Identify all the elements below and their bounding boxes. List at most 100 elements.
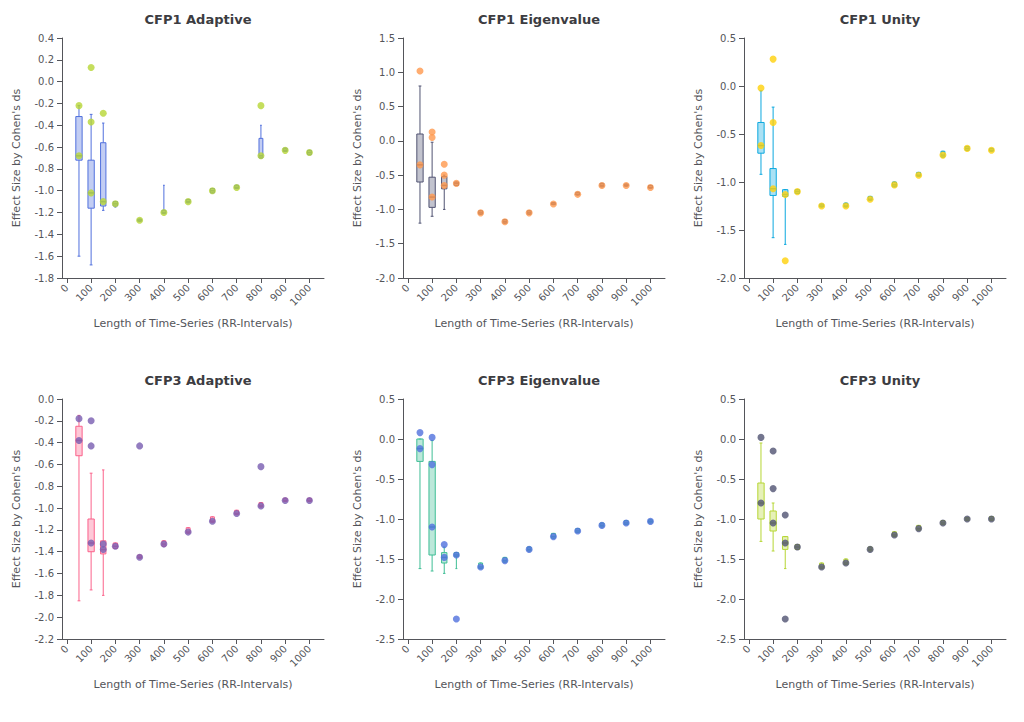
svg-text:800: 800 — [244, 282, 265, 303]
svg-text:-2.0: -2.0 — [716, 273, 736, 284]
svg-text:900: 900 — [950, 282, 971, 303]
svg-text:-2.0: -2.0 — [375, 273, 395, 284]
svg-text:300: 300 — [122, 282, 143, 303]
svg-text:0: 0 — [58, 282, 70, 294]
svg-text:Length of Time-Series (RR-Inte: Length of Time-Series (RR-Intervals) — [435, 317, 634, 330]
svg-text:0.5: 0.5 — [379, 101, 395, 112]
svg-text:600: 600 — [536, 643, 557, 664]
svg-text:400: 400 — [829, 282, 850, 303]
svg-text:400: 400 — [829, 643, 850, 664]
svg-text:300: 300 — [463, 282, 484, 303]
svg-text:-2.5: -2.5 — [375, 634, 395, 645]
svg-text:Effect Size by Cohen's ds: Effect Size by Cohen's ds — [10, 89, 23, 228]
svg-text:200: 200 — [98, 282, 119, 303]
svg-text:800: 800 — [585, 282, 606, 303]
svg-text:0.2: 0.2 — [38, 54, 54, 65]
svg-text:0: 0 — [740, 282, 752, 294]
svg-text:800: 800 — [585, 643, 606, 664]
svg-text:200: 200 — [780, 282, 801, 303]
svg-text:Effect Size by Cohen's ds: Effect Size by Cohen's ds — [692, 450, 705, 589]
svg-text:-1.0: -1.0 — [375, 204, 395, 215]
svg-text:500: 500 — [171, 282, 192, 303]
svg-text:800: 800 — [926, 282, 947, 303]
svg-text:1000: 1000 — [288, 643, 314, 669]
svg-text:CFP1 Eigenvalue: CFP1 Eigenvalue — [478, 12, 600, 27]
svg-text:200: 200 — [439, 282, 460, 303]
svg-text:-0.8: -0.8 — [34, 163, 54, 174]
svg-text:200: 200 — [780, 643, 801, 664]
svg-text:1.5: 1.5 — [379, 33, 395, 44]
svg-text:CFP3 Adaptive: CFP3 Adaptive — [145, 373, 252, 388]
svg-text:Effect Size by Cohen's ds: Effect Size by Cohen's ds — [10, 450, 23, 589]
svg-text:100: 100 — [74, 643, 95, 664]
svg-text:-2.0: -2.0 — [34, 612, 54, 623]
svg-text:700: 700 — [219, 282, 240, 303]
svg-text:-0.5: -0.5 — [375, 474, 395, 485]
svg-text:500: 500 — [853, 643, 874, 664]
svg-text:Length of Time-Series (RR-Inte: Length of Time-Series (RR-Intervals) — [776, 678, 975, 691]
svg-text:300: 300 — [804, 643, 825, 664]
svg-text:-0.2: -0.2 — [34, 98, 54, 109]
svg-text:800: 800 — [926, 643, 947, 664]
svg-text:-1.4: -1.4 — [34, 546, 54, 557]
svg-text:0.0: 0.0 — [38, 394, 54, 405]
svg-text:Effect Size by Cohen's ds: Effect Size by Cohen's ds — [351, 450, 364, 589]
svg-text:0: 0 — [740, 643, 752, 655]
svg-text:-1.8: -1.8 — [34, 273, 54, 284]
svg-text:Effect Size by Cohen's ds: Effect Size by Cohen's ds — [351, 89, 364, 228]
svg-text:400: 400 — [488, 282, 509, 303]
svg-text:Length of Time-Series (RR-Inte: Length of Time-Series (RR-Intervals) — [435, 678, 634, 691]
svg-text:Length of Time-Series (RR-Inte: Length of Time-Series (RR-Intervals) — [94, 678, 293, 691]
svg-text:100: 100 — [415, 282, 436, 303]
svg-text:300: 300 — [804, 282, 825, 303]
svg-text:-1.0: -1.0 — [716, 177, 736, 188]
svg-text:1000: 1000 — [629, 282, 655, 308]
svg-text:-1.2: -1.2 — [34, 524, 54, 535]
svg-text:1000: 1000 — [629, 643, 655, 669]
svg-text:200: 200 — [98, 643, 119, 664]
svg-text:-1.8: -1.8 — [34, 590, 54, 601]
svg-text:400: 400 — [147, 282, 168, 303]
svg-text:700: 700 — [560, 282, 581, 303]
svg-text:-1.2: -1.2 — [34, 207, 54, 218]
svg-text:-1.0: -1.0 — [716, 514, 736, 525]
svg-text:1000: 1000 — [970, 643, 996, 669]
svg-text:-0.8: -0.8 — [34, 481, 54, 492]
svg-text:-2.2: -2.2 — [34, 634, 54, 645]
svg-text:700: 700 — [901, 643, 922, 664]
svg-text:-1.6: -1.6 — [34, 568, 54, 579]
svg-text:300: 300 — [122, 643, 143, 664]
svg-text:500: 500 — [512, 282, 533, 303]
svg-text:0: 0 — [399, 282, 411, 294]
svg-text:0.0: 0.0 — [379, 135, 395, 146]
svg-text:600: 600 — [195, 282, 216, 303]
svg-text:600: 600 — [877, 282, 898, 303]
svg-text:-0.4: -0.4 — [34, 437, 54, 448]
svg-text:0.0: 0.0 — [379, 434, 395, 445]
svg-text:-1.5: -1.5 — [716, 225, 736, 236]
svg-text:0.5: 0.5 — [379, 394, 395, 405]
svg-text:900: 900 — [609, 282, 630, 303]
svg-text:-0.2: -0.2 — [34, 415, 54, 426]
svg-text:500: 500 — [853, 282, 874, 303]
svg-text:0.5: 0.5 — [720, 33, 736, 44]
svg-text:800: 800 — [244, 643, 265, 664]
svg-text:Length of Time-Series (RR-Inte: Length of Time-Series (RR-Intervals) — [94, 317, 293, 330]
svg-text:-1.5: -1.5 — [375, 554, 395, 565]
svg-text:600: 600 — [195, 643, 216, 664]
svg-text:0: 0 — [58, 643, 70, 655]
svg-text:-0.6: -0.6 — [34, 459, 54, 470]
svg-text:700: 700 — [560, 643, 581, 664]
svg-text:-1.5: -1.5 — [375, 238, 395, 249]
svg-text:0.4: 0.4 — [38, 33, 54, 44]
svg-text:-0.5: -0.5 — [716, 129, 736, 140]
svg-text:600: 600 — [536, 282, 557, 303]
svg-text:-1.6: -1.6 — [34, 251, 54, 262]
svg-text:0.0: 0.0 — [720, 434, 736, 445]
svg-text:-0.5: -0.5 — [716, 474, 736, 485]
svg-text:200: 200 — [439, 643, 460, 664]
svg-text:1000: 1000 — [970, 282, 996, 308]
svg-text:600: 600 — [877, 643, 898, 664]
svg-text:-1.5: -1.5 — [716, 554, 736, 565]
svg-text:900: 900 — [950, 643, 971, 664]
